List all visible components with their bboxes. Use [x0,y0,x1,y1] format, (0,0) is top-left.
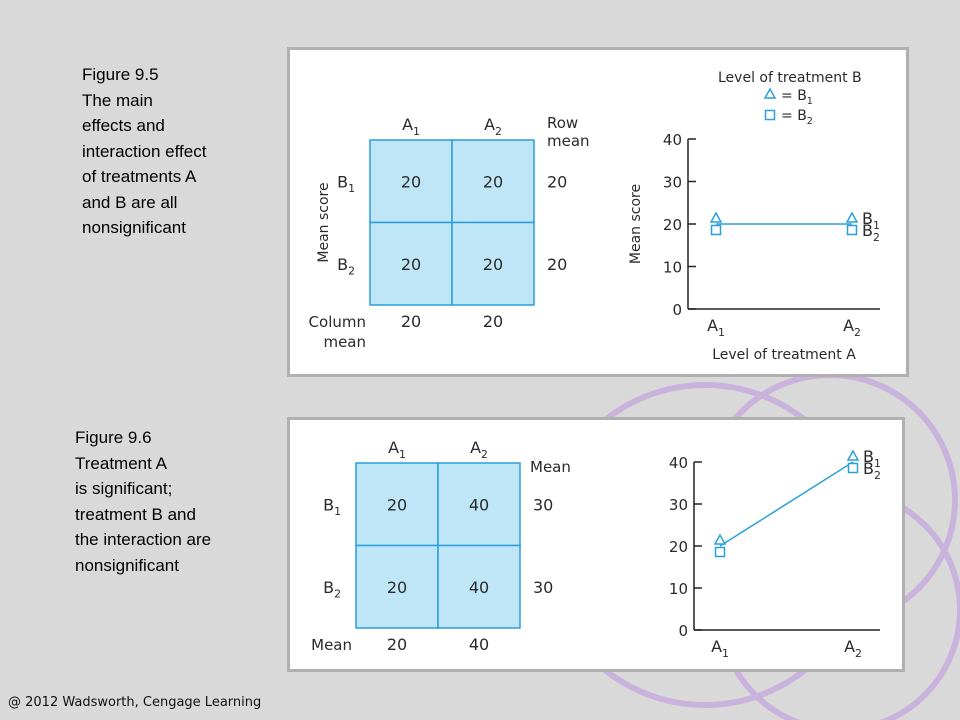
legend-entry: = B2 [781,108,813,127]
y-tick-label: 0 [672,301,682,319]
row-mean-value: 20 [547,172,567,191]
y-tick-label: 20 [669,538,688,556]
y-tick-label: 40 [663,131,682,149]
point-square [710,224,722,236]
series-end-label: B2 [862,221,880,244]
x-tick-label: A1 [711,637,729,660]
legend-title: Level of treatment B [718,70,862,86]
point-square [846,224,858,236]
row-mean-header: mean [547,132,590,150]
caption-line: Treatment A [75,453,167,473]
caption-line: Figure 9.5 [82,65,159,84]
column-mean-label: Mean [311,636,352,654]
cell-value: 20 [387,578,407,597]
row-label: B2 [323,578,341,601]
row-mean-value: 30 [533,495,553,514]
table-cell [437,544,521,629]
cell-value: 20 [483,172,503,191]
caption-line: Figure 9.6 [75,428,152,447]
y-tick-label: 30 [669,496,688,514]
point-square [847,462,859,474]
point-triangle [713,533,727,545]
cell-value: 40 [469,578,489,597]
legend: Level of treatment B = B1= B2 [718,70,862,127]
caption-line: the interaction are [75,530,212,549]
column-mean-value: 20 [483,312,503,331]
y-tick-label: 0 [678,622,688,640]
x-tick-label: A1 [707,316,725,339]
row-label: B2 [337,255,355,278]
cell-value: 40 [469,495,489,514]
point-square [714,546,726,558]
caption-line: effects and [82,116,165,135]
caption-line: interaction effect [82,141,207,161]
cell-value: 20 [401,255,421,274]
cell-value: 20 [387,495,407,514]
row-mean-header: Row [547,114,578,132]
table-cell [451,221,535,306]
table-side-label: Mean score [316,182,332,262]
cell-value: 20 [401,172,421,191]
column-mean-value: 20 [401,312,421,331]
caption-line: is significant; [75,479,173,498]
table-cell [369,139,453,224]
y-tick-label: 10 [663,259,682,277]
caption-line: nonsignificant [75,555,179,575]
x-tick-label: A2 [844,637,862,660]
series-end-label: B1 [862,209,880,232]
figure-9-5-caption: Figure 9.5 The main effects and interact… [82,62,206,241]
row-label: B1 [337,172,355,195]
figure-9-5-panel: 20 20 B1 20 20 20 B2 20 A1 A2 Row mean 20 20 Column mea… [287,47,909,377]
legend-entry: = B1 [781,88,813,107]
x-tick-label: A2 [843,316,861,339]
column-header: A1 [388,438,406,461]
legend-triangle-icon [763,87,777,99]
y-axis-label: Mean score [628,184,644,264]
point-triangle [845,211,859,223]
point-triangle [846,449,860,461]
column-mean-label: Column [309,313,366,331]
y-tick-label: 10 [669,580,688,598]
figure-9-6-graphic: 20 40 B1 30 20 40 B2 30 A1 A2 Mean 20 40 Mean 0 10 20 30 4… [311,438,881,660]
caption-line: The main [82,90,153,110]
y-tick-label: 30 [663,174,682,192]
caption-line: treatment B and [75,504,196,524]
table-cell [437,462,521,547]
table-cell [355,544,439,629]
figure-9-6-caption: Figure 9.6 Treatment A is significant; t… [75,425,211,578]
column-header: A2 [470,438,488,461]
point-triangle [709,211,723,223]
figure-9-6-panel: 20 40 B1 30 20 40 B2 30 A1 A2 Mean 20 40 Mean 0 10 20 30 4… [287,417,905,672]
row-label: B1 [323,495,341,518]
column-mean-value: 40 [469,635,489,654]
caption-line: of treatments A [82,167,197,186]
caption-line: nonsignificant [82,218,186,237]
column-header: A2 [484,115,502,138]
column-mean-value: 20 [387,635,407,654]
row-mean-value: 30 [533,578,553,597]
copyright-footer: @ 2012 Wadsworth, Cengage Learning [8,695,262,710]
column-mean-label: mean [323,333,366,351]
x-axis-label: Level of treatment A [712,347,856,363]
legend-square-icon [764,109,776,121]
series-end-label: B2 [863,459,881,482]
row-mean-value: 20 [547,255,567,274]
series-end-label: B1 [863,447,881,470]
table-cell [451,139,535,224]
table-cell [369,221,453,306]
row-mean-header: Mean [530,458,571,476]
y-tick-label: 40 [669,454,688,472]
y-tick-label: 20 [663,216,682,234]
cell-value: 20 [483,255,503,274]
series-line [719,461,854,547]
column-header: A1 [402,115,420,138]
caption-line: and B are all [82,192,178,212]
